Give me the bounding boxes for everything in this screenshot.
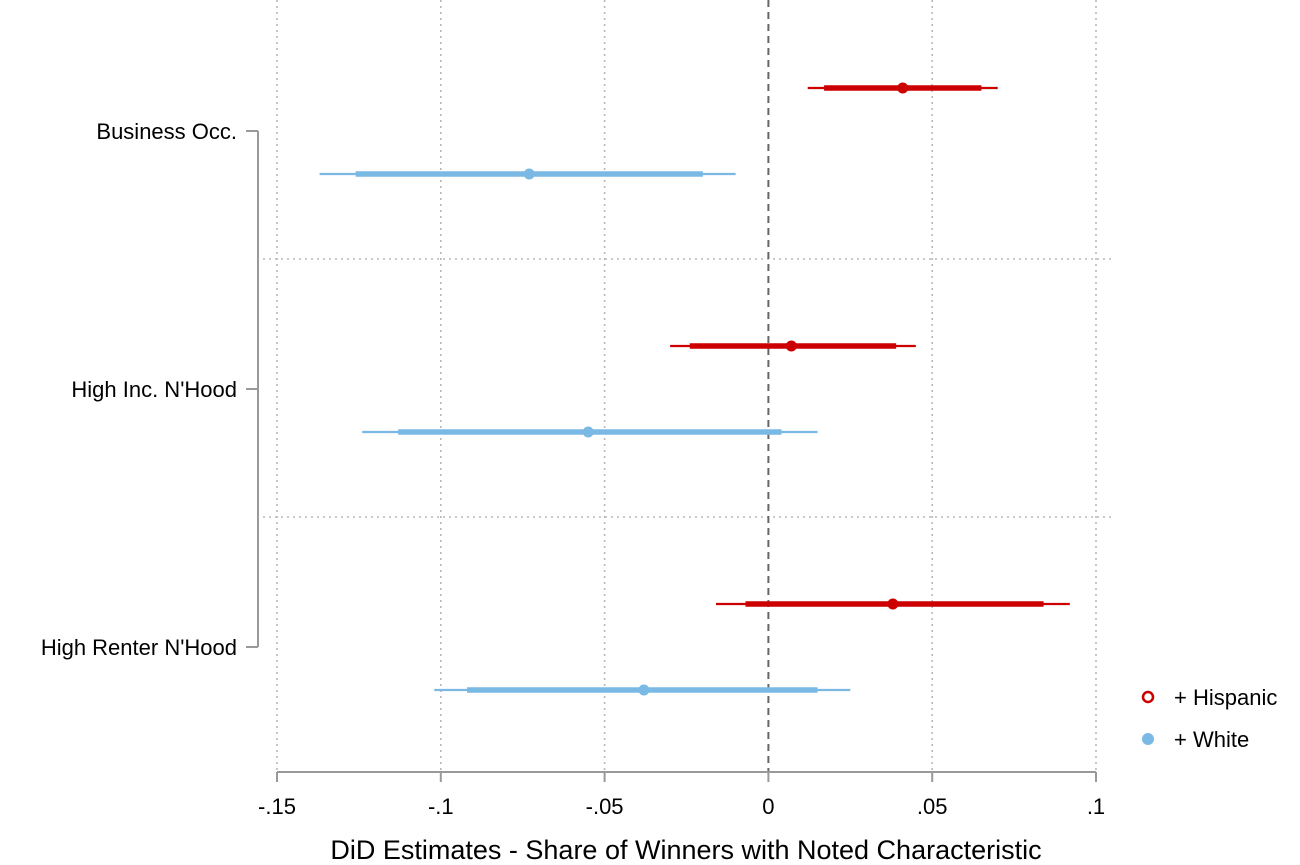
legend: + Hispanic + White [1141,685,1277,752]
x-tick-label: .1 [1087,794,1105,819]
point-estimate [523,168,535,180]
x-axis-title: DiD Estimates - Share of Winners with No… [330,835,1041,865]
series-white [319,168,851,696]
point-estimate [638,684,650,696]
x-axis: -.15 -.1 -.05 0 .05 .1 [258,771,1105,819]
point-estimate [582,426,594,438]
legend-marker-hispanic [1141,690,1155,704]
legend-label: + White [1174,727,1249,752]
x-tick-label: 0 [762,794,774,819]
category-label: High Renter N'Hood [41,635,237,660]
legend-marker-white [1142,733,1154,745]
point-estimate [897,82,909,94]
series-group [319,82,1070,696]
x-tick-label: -.15 [258,794,296,819]
x-tick-label: .05 [917,794,948,819]
point-estimate [887,598,899,610]
x-tick-label: -.1 [428,794,454,819]
category-label: High Inc. N'Hood [71,377,237,402]
grid [263,0,1112,772]
legend-label: + Hispanic [1174,685,1277,710]
category-axis: Business Occ. High Inc. N'Hood High Renter… [41,119,259,660]
category-label: Business Occ. [96,119,237,144]
x-tick-label: -.05 [586,794,624,819]
series-hispanic [670,82,1070,610]
point-estimate [785,340,797,352]
